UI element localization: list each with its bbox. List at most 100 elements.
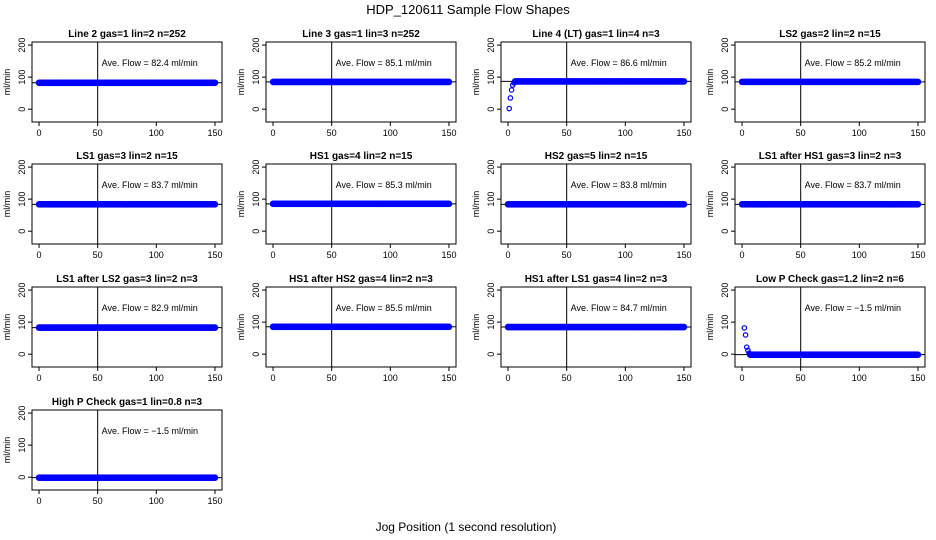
y-tick-label: 200	[251, 38, 261, 53]
data-point	[741, 325, 748, 331]
x-tick-label: 0	[37, 373, 42, 383]
y-tick-label: 0	[251, 107, 261, 112]
x-tick-label: 150	[676, 250, 691, 260]
data-point	[680, 323, 688, 331]
y-tick-label: 0	[17, 229, 27, 234]
x-tick-label: 100	[383, 373, 398, 383]
x-tick-label: 50	[327, 373, 337, 383]
x-tick-label: 0	[271, 373, 276, 383]
x-tick-label: 100	[852, 128, 867, 138]
y-axis-label: ml/min	[236, 69, 246, 96]
panel-10: HS1 after HS2 gas=4 lin=2 n=3 0 50 100 150 0 1…	[236, 274, 457, 383]
panel-12: Low P Check gas=1.2 lin=2 n=6 0 50 100 150 0 1…	[705, 274, 926, 383]
y-tick-label: 200	[251, 283, 261, 298]
panel-7: HS2 gas=5 lin=2 n=15 0 50 100 150 0 100 200 ml/m…	[471, 151, 692, 260]
x-tick-label: 0	[506, 373, 511, 383]
y-tick-label: 200	[486, 38, 496, 53]
y-axis-label: ml/min	[705, 69, 715, 96]
panel-8: LS1 after HS1 gas=3 lin=2 n=3 0 50 100 150 0 1…	[705, 151, 926, 260]
x-tick-label: 150	[910, 373, 925, 383]
data-point	[211, 201, 219, 208]
panel-title: LS2 gas=2 lin=2 n=15	[779, 29, 881, 40]
y-tick-label: 0	[251, 352, 261, 357]
x-tick-label: 50	[327, 128, 337, 138]
panel-1: Line 2 gas=1 lin=2 n=252 0 50 100 150 0 100 200…	[2, 29, 223, 138]
panel-3: Line 4 (LT) gas=1 lin=4 n=3 0 50 100 150 0 100…	[471, 29, 692, 138]
x-tick-label: 50	[796, 128, 806, 138]
y-axis-label: ml/min	[705, 191, 715, 218]
data-series	[511, 78, 688, 85]
panel-title: LS1 after HS1 gas=3 lin=2 n=3	[759, 151, 902, 162]
plot-frame	[31, 409, 223, 491]
data-point	[914, 201, 922, 208]
x-tick-label: 0	[37, 496, 42, 506]
x-tick-label: 150	[207, 250, 222, 260]
data-point	[680, 201, 688, 208]
y-axis-label: ml/min	[2, 191, 12, 218]
x-tick-label: 100	[618, 373, 633, 383]
y-tick-label: 100	[17, 70, 27, 85]
y-tick-label: 0	[17, 475, 27, 480]
panel-9: LS1 after LS2 gas=3 lin=2 n=3 0 50 100 150 0 1…	[2, 274, 223, 383]
data-series	[269, 200, 453, 208]
y-tick-label: 0	[486, 352, 496, 357]
data-series	[738, 201, 922, 208]
y-tick-label: 100	[17, 315, 27, 330]
x-tick-label: 0	[740, 250, 745, 260]
panel-title: High P Check gas=1 lin=0.8 n=3	[52, 397, 203, 408]
y-tick-label: 0	[17, 352, 27, 357]
data-point	[445, 78, 453, 86]
plot-frame	[734, 286, 926, 368]
x-tick-label: 150	[910, 250, 925, 260]
y-tick-label: 100	[251, 70, 261, 85]
plot-frame	[31, 41, 223, 123]
data-series	[738, 78, 922, 86]
x-tick-label: 0	[271, 250, 276, 260]
data-point	[211, 324, 219, 331]
data-point	[914, 351, 922, 358]
x-tick-label: 150	[676, 373, 691, 383]
x-tick-label: 100	[149, 128, 164, 138]
panel-title: Line 4 (LT) gas=1 lin=4 n=3	[532, 29, 660, 40]
x-tick-label: 100	[149, 250, 164, 260]
x-tick-label: 100	[618, 128, 633, 138]
data-series	[35, 79, 219, 87]
y-axis-label: ml/min	[471, 191, 481, 218]
data-series	[35, 201, 219, 208]
panel-title: HS1 gas=4 lin=2 n=15	[310, 151, 413, 162]
y-tick-label: 200	[17, 160, 27, 175]
x-tick-label: 0	[740, 128, 745, 138]
panel-4: LS2 gas=2 lin=2 n=15 0 50 100 150 0 100 200 ml/m…	[705, 29, 926, 138]
average-flow-annotation: Ave. Flow = 85.3 ml/min	[336, 180, 432, 190]
y-tick-label: 100	[486, 315, 496, 330]
average-flow-annotation: Ave. Flow = −1.5 ml/min	[805, 303, 901, 313]
x-tick-label: 100	[852, 250, 867, 260]
x-tick-label: 150	[676, 128, 691, 138]
y-tick-label: 0	[720, 229, 730, 234]
x-tick-label: 100	[383, 128, 398, 138]
average-flow-annotation: Ave. Flow = 84.7 ml/min	[571, 303, 667, 313]
data-point	[507, 95, 514, 101]
data-point	[914, 78, 922, 86]
data-series	[35, 474, 219, 481]
x-tick-label: 100	[149, 496, 164, 506]
y-tick-label: 0	[17, 107, 27, 112]
y-axis-label: ml/min	[2, 314, 12, 341]
x-tick-label: 0	[37, 128, 42, 138]
y-axis-label: ml/min	[236, 314, 246, 341]
y-tick-label: 200	[17, 38, 27, 53]
average-flow-annotation: Ave. Flow = 85.5 ml/min	[336, 303, 432, 313]
x-tick-label: 150	[441, 128, 456, 138]
data-point	[445, 323, 453, 331]
y-tick-label: 100	[720, 192, 730, 207]
data-point	[211, 474, 219, 481]
panel-title: HS2 gas=5 lin=2 n=15	[545, 151, 648, 162]
data-series	[269, 78, 453, 86]
x-tick-label: 50	[93, 496, 103, 506]
x-tick-label: 50	[562, 250, 572, 260]
panel-title: HS1 after HS2 gas=4 lin=2 n=3	[289, 274, 433, 285]
y-axis-label: ml/min	[471, 69, 481, 96]
x-tick-label: 50	[796, 250, 806, 260]
y-tick-label: 0	[486, 229, 496, 234]
